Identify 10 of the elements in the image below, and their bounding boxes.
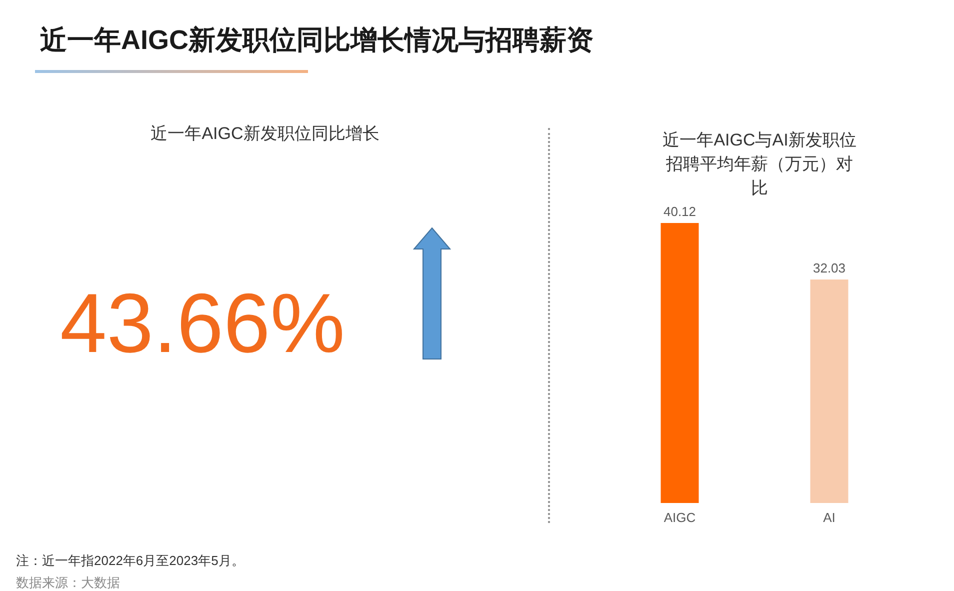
text: 近一年AIGC新发职位同比增长情况与招聘薪资 [40, 24, 594, 57]
source-note: 数据来源：大数据 [16, 574, 120, 591]
x-tick-label: AIGC [664, 510, 696, 525]
chart-title: 近一年AIGC与AI新发职位招聘平均年薪（万元）对比 [662, 130, 856, 198]
text: 注：近一年指2022年6月至2023年5月。 [16, 552, 244, 570]
x-tick-label: AI [823, 510, 836, 525]
data-label: 40.12 [663, 204, 696, 219]
data-label: 32.03 [812, 260, 846, 276]
text: 43.66% [60, 275, 345, 372]
text: 近一年AIGC新发职位同比增长 [150, 123, 380, 145]
